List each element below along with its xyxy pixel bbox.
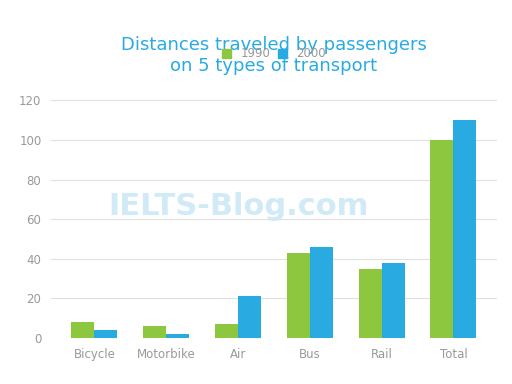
Bar [287,253,310,338]
Bar [310,247,333,338]
Text: IELTS-Blog.com: IELTS-Blog.com [108,192,369,221]
Bar [454,120,476,338]
Bar [94,330,117,338]
Bar [143,326,166,338]
Title: Distances traveled by passengers
on 5 types of transport: Distances traveled by passengers on 5 ty… [121,36,427,74]
Bar [431,140,454,338]
Bar [358,269,381,338]
Legend: 1990, 2000: 1990, 2000 [219,45,329,63]
Bar [381,263,404,338]
Bar [238,296,261,338]
Bar [215,324,238,338]
Bar [72,322,94,338]
Bar [166,334,189,338]
